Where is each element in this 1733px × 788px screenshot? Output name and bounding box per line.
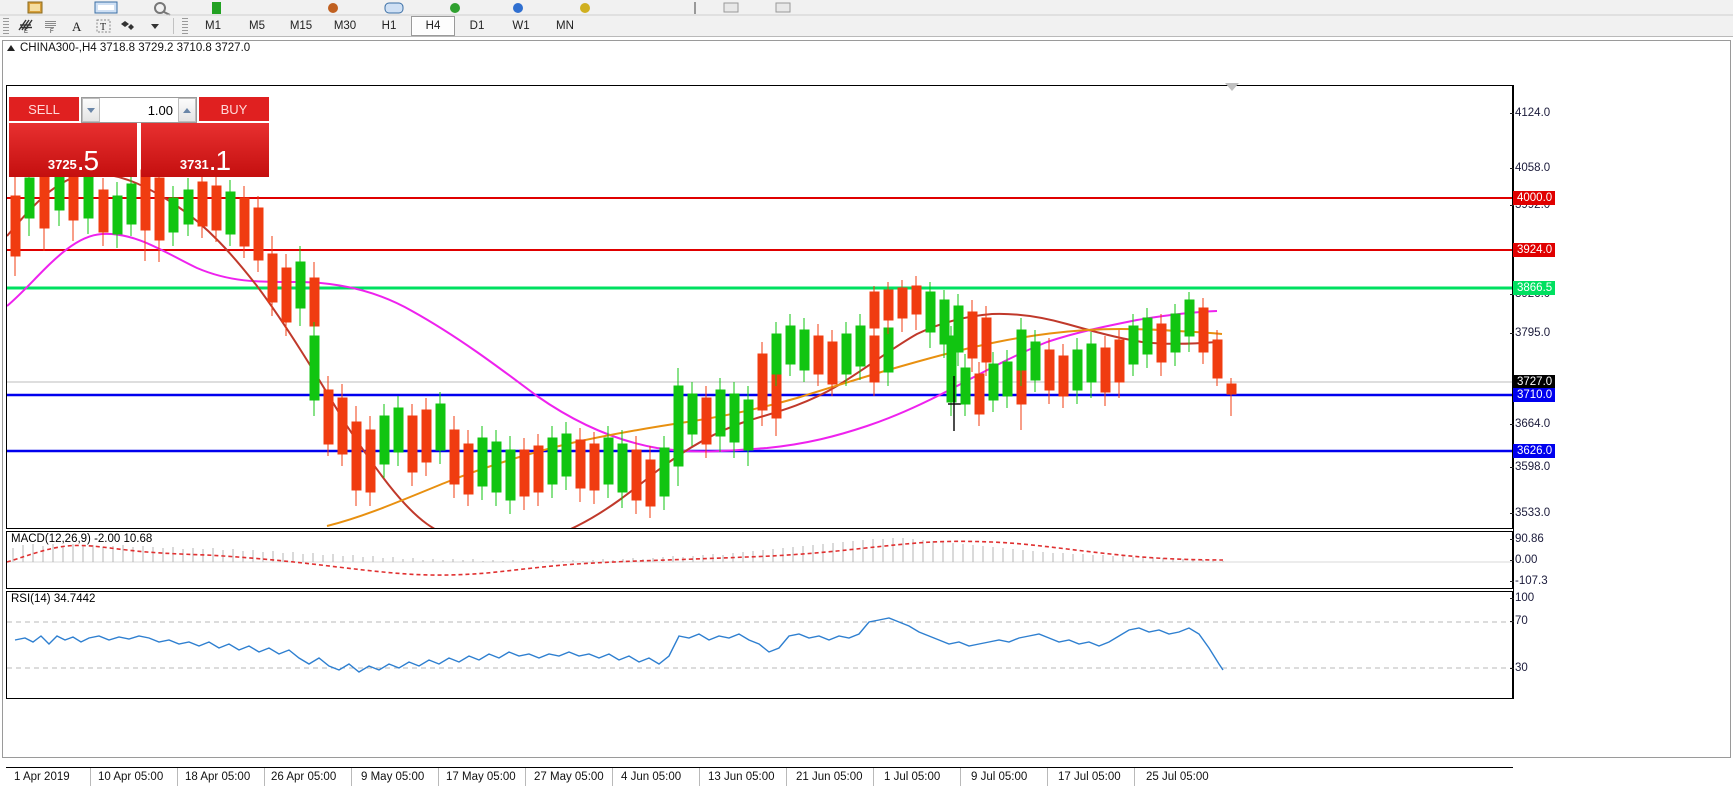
- time-tick-13: 25 Jul 05:00: [1146, 771, 1209, 783]
- timeframe-h1[interactable]: H1: [381, 20, 397, 32]
- toolbar-grip[interactable]: [3, 18, 9, 34]
- time-tick-6: 27 May 05:00: [534, 771, 604, 783]
- macd-tick-min: -107.3: [1510, 575, 1548, 587]
- macd-pane[interactable]: MACD(12,26,9) -2.00 10.68: [6, 531, 1513, 589]
- time-tick-9: 21 Jun 05:00: [796, 771, 863, 783]
- svg-text:A: A: [72, 19, 82, 34]
- macd-tick-max: 90.86: [1510, 533, 1544, 545]
- buy-price-box[interactable]: 3731 .1: [141, 123, 269, 177]
- rsi-chart-svg: [7, 617, 1512, 673]
- price-tag-3626: 3626.0: [1513, 444, 1556, 458]
- time-scale[interactable]: 1 Apr 2019 10 Apr 05:00 18 Apr 05:00 26 …: [6, 767, 1513, 788]
- price-pane[interactable]: [6, 85, 1513, 529]
- time-tick-10: 1 Jul 05:00: [884, 771, 941, 783]
- price-tag-4000: 4000.0: [1513, 191, 1556, 205]
- svg-text:E: E: [24, 29, 28, 34]
- volume-stepper[interactable]: 1.00: [81, 97, 197, 123]
- objects-icon[interactable]: [116, 16, 142, 36]
- buy-price-integer: 3731: [179, 157, 209, 172]
- timeframe-h4[interactable]: H4: [411, 16, 455, 36]
- buy-button[interactable]: BUY: [199, 97, 269, 123]
- one-click-trading-panel[interactable]: SELL 1.00 BUY 3725 .5 3731 .1: [9, 97, 269, 179]
- symbol-ohlc-text: CHINA300-,H4 3718.8 3729.2 3710.8 3727.0: [20, 42, 251, 54]
- buy-price-decimal: .1: [208, 145, 231, 176]
- time-tick-12: 17 Jul 05:00: [1058, 771, 1121, 783]
- price-tick-4124: 4124.0: [1509, 107, 1551, 119]
- price-chart-svg: [7, 146, 1512, 528]
- price-tag-last-3727: 3727.0: [1513, 375, 1556, 389]
- price-tick-3664: 3664.0: [1509, 418, 1551, 430]
- price-tick-3598: 3598.0: [1509, 461, 1551, 473]
- timeframe-mn[interactable]: MN: [556, 20, 574, 32]
- svg-text:F: F: [50, 29, 54, 34]
- sell-button[interactable]: SELL: [9, 97, 79, 123]
- price-tick-3533: 3533.0: [1509, 507, 1551, 519]
- volume-increment-icon[interactable]: [178, 98, 196, 122]
- sell-price-integer: 3725: [47, 157, 77, 172]
- rsi-tick-70: 70: [1510, 615, 1528, 627]
- text-icon[interactable]: A: [64, 16, 90, 36]
- macd-tick-zero: 0.00: [1509, 554, 1538, 566]
- rsi-label: RSI(14) 34.7442: [11, 593, 96, 605]
- timeframe-m30[interactable]: M30: [333, 20, 357, 32]
- indicators-icon[interactable]: E: [12, 16, 38, 36]
- time-tick-11: 9 Jul 05:00: [971, 771, 1028, 783]
- volume-input[interactable]: 1.00: [147, 102, 173, 118]
- timeframe-w1[interactable]: W1: [512, 20, 530, 32]
- sell-price-box[interactable]: 3725 .5: [9, 123, 137, 177]
- price-tick-3795: 3795.0: [1509, 327, 1551, 339]
- macd-chart-svg: [7, 538, 1512, 576]
- chart-window: CHINA300-,H4 3718.8 3729.2 3710.8 3727.0: [2, 40, 1731, 786]
- price-tag-3924: 3924.0: [1513, 243, 1556, 257]
- chart-symbol-header: CHINA300-,H4 3718.8 3729.2 3710.8 3727.0: [7, 41, 250, 55]
- rsi-pane[interactable]: RSI(14) 34.7442: [6, 591, 1513, 699]
- volume-decrement-icon[interactable]: [82, 98, 100, 122]
- text-label-icon[interactable]: T: [90, 16, 116, 36]
- rsi-tick-30: 30: [1510, 662, 1528, 674]
- timeframe-d1[interactable]: D1: [469, 20, 485, 32]
- time-tick-0: 1 Apr 2019: [14, 771, 70, 783]
- sell-price-decimal: .5: [76, 145, 99, 176]
- timeframe-grip[interactable]: [182, 18, 188, 34]
- toolbar-separator: [173, 18, 174, 34]
- rsi-tick-100: 100: [1509, 592, 1535, 604]
- collapse-triangle-icon[interactable]: [7, 45, 15, 51]
- time-tick-7: 4 Jun 05:00: [621, 771, 682, 783]
- toolbar-chart-tools: E F A T: [0, 16, 1733, 37]
- time-tick-5: 17 May 05:00: [446, 771, 516, 783]
- toolbar-upper: [0, 0, 1733, 17]
- price-tick-4058: 4058.0: [1509, 162, 1551, 174]
- timeframe-m15[interactable]: M15: [289, 20, 313, 32]
- chart-collapse-icon[interactable]: [1225, 83, 1239, 91]
- timeframe-m1[interactable]: M1: [205, 20, 221, 32]
- macd-label: MACD(12,26,9) -2.00 10.68: [11, 533, 153, 545]
- time-tick-2: 18 Apr 05:00: [185, 771, 251, 783]
- price-tag-3710: 3710.0: [1513, 388, 1556, 402]
- timeframe-m5[interactable]: M5: [249, 20, 265, 32]
- objects-dropdown-icon[interactable]: [142, 16, 168, 36]
- time-tick-4: 9 May 05:00: [361, 771, 425, 783]
- grid-icon[interactable]: F: [38, 16, 64, 36]
- time-tick-8: 13 Jun 05:00: [708, 771, 775, 783]
- time-tick-1: 10 Apr 05:00: [98, 771, 164, 783]
- svg-text:T: T: [100, 22, 106, 33]
- time-tick-3: 26 Apr 05:00: [271, 771, 337, 783]
- price-tag-3866: 3866.5: [1513, 281, 1556, 295]
